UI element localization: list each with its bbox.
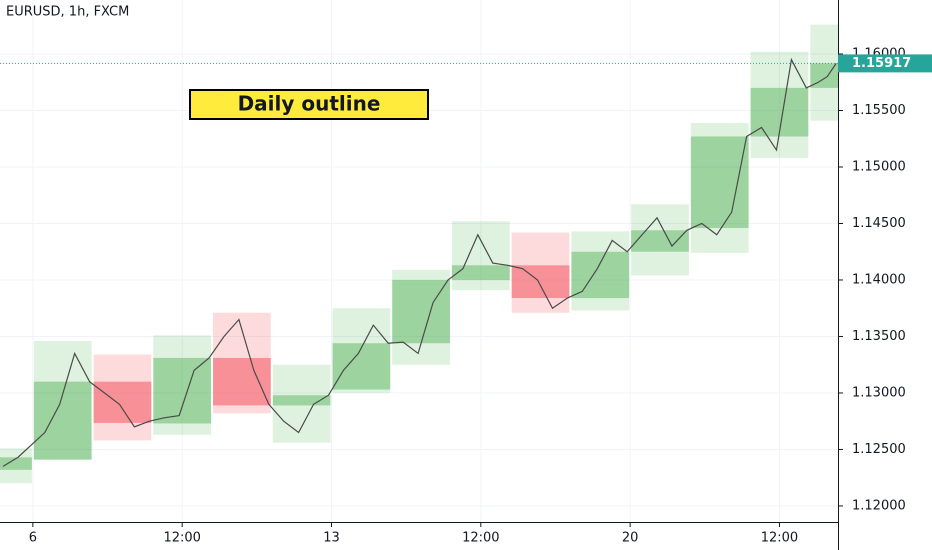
day-range [571,231,630,311]
day-body [0,457,32,470]
day-body [332,343,391,390]
y-tick-label: 1.12500 [852,442,906,457]
x-tick-label: 12:00 [761,531,798,546]
x-tick-label: 20 [622,531,639,546]
x-tick-label: 12:00 [163,531,200,546]
day-range [392,269,450,365]
axes: 1.12000 1.12500 1.13000 1.13500 1.14000 1.145… [29,47,932,546]
x-tick-label: 13 [323,531,340,546]
day-body [153,357,212,424]
y-tick-label: 1.14000 [852,272,906,287]
y-tick-label: 1.15500 [852,103,906,118]
plot-area [0,24,838,484]
day-range [750,51,809,158]
day-range [33,340,92,460]
price-line [2,57,837,467]
x-tick-label: 12:00 [462,531,499,546]
day-range [93,354,152,441]
chart-title: EURUSD, 1h, FXCM [6,5,129,20]
last-price-tag [838,54,932,73]
day-range [810,24,838,121]
day-range [272,364,331,443]
day-body [213,357,271,406]
day-body [272,395,331,406]
day-body [511,265,570,299]
day-body [571,251,630,299]
day-range [451,221,510,291]
day-range [511,232,570,313]
x-tick-label: 6 [29,531,37,546]
day-range [631,204,689,276]
day-body [451,265,510,280]
y-tick-label: 1.13500 [852,329,906,344]
day-range [332,308,391,393]
day-range [0,448,32,484]
y-tick-label: 1.15000 [852,159,906,174]
annotation: Daily outline [238,92,381,116]
day-body [631,230,689,252]
last-price-label: 1.15917 [852,56,911,71]
grid [0,0,838,522]
day-body [93,381,152,423]
day-body [690,136,749,229]
annotation-box [189,89,429,120]
y-tick-label: 1.14500 [852,216,906,231]
y-tick-label: 1.12000 [852,498,906,513]
y-tick-label: 1.13000 [852,385,906,400]
